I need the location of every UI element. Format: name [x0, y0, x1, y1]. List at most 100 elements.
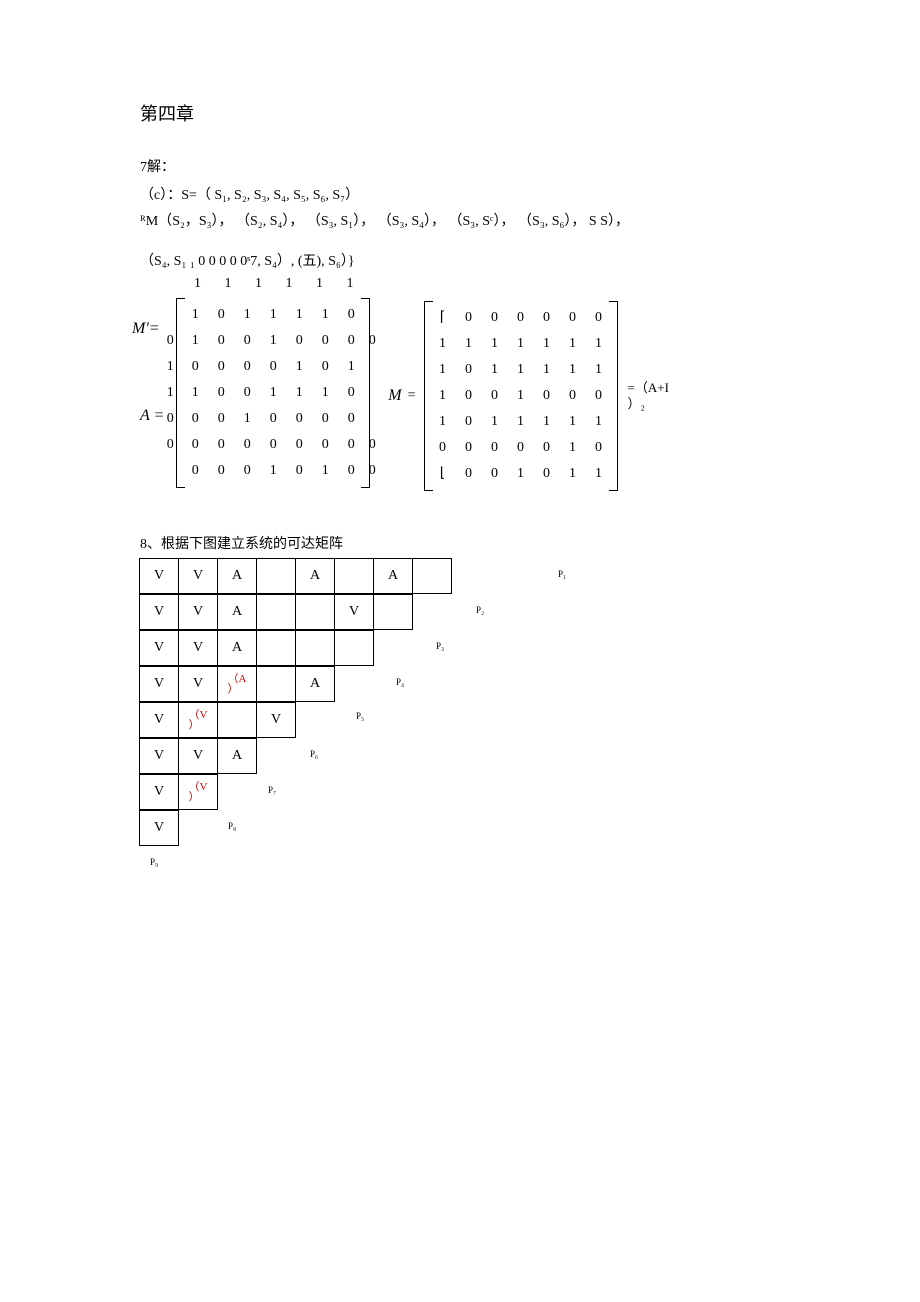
triangle-cell [256, 630, 296, 666]
matrix-cell: 0 [208, 406, 234, 432]
matrix-cell: 1 [260, 302, 286, 328]
matrix-cell: 0 [286, 432, 312, 458]
matrix-cell: 0 [456, 305, 482, 331]
a-right-overlay: 000 [364, 302, 380, 484]
matrix-cell: 0 [482, 383, 508, 409]
row-label: P₈ [228, 821, 236, 831]
matrix-cell: 0 [508, 435, 534, 461]
equals: = [408, 388, 416, 404]
matrix-cell: 0 [182, 458, 208, 484]
matrix-cell: 0 [182, 406, 208, 432]
row-label: P₆ [310, 749, 318, 759]
eq-text-1: =（A+I [628, 380, 669, 396]
overlay-cell [364, 302, 380, 328]
one: 1 [286, 276, 303, 291]
matrix-cell: 1 [182, 328, 208, 354]
triangle-cell: V [139, 738, 179, 774]
overlay-cell [364, 380, 380, 406]
matrix-cell: 0 [312, 328, 338, 354]
matrix-cell: 0 [534, 435, 560, 461]
matrix-cell: ⌈ [430, 305, 456, 331]
red-text: （V） [189, 782, 208, 802]
triangle-cell [217, 702, 257, 738]
triangle-cell: A [295, 666, 335, 702]
pairs-1: S₂，S₃）， （S₂, S₄）， （S₃, S₁）， （S₃, S₄）， （S… [172, 214, 629, 229]
matrix-cell: 1 [560, 435, 586, 461]
eq-text: =（A+I ）₂ [628, 380, 669, 412]
row-label: P₂ [476, 605, 484, 615]
problem8-title: 8、根据下图建立系统的可达矩阵 [140, 533, 360, 553]
matrix-cell: 0 [338, 406, 364, 432]
matrix-cell: 0 [286, 458, 312, 484]
matrix-cell: 1 [234, 302, 260, 328]
triangle-cell: A [295, 558, 335, 594]
triangle-cell [373, 594, 413, 630]
matrix-cell: 1 [260, 380, 286, 406]
row-label: P₉ [150, 857, 158, 867]
matrix-cell: 0 [482, 435, 508, 461]
triangle-cell: V [139, 666, 179, 702]
triangle-cell: V [178, 594, 218, 630]
matrix-cell: 1 [430, 357, 456, 383]
matrix-cell: 1 [508, 409, 534, 435]
triangle-cell: V [178, 630, 218, 666]
red-text: （V） [189, 710, 208, 730]
matrix-cell: 1 [312, 380, 338, 406]
matrix-cell: 1 [534, 409, 560, 435]
one: 1 [194, 276, 211, 291]
triangle-cell: V [139, 630, 179, 666]
triangle-cell: A [217, 558, 257, 594]
matrix-cell: 1 [560, 357, 586, 383]
matrix-cell: 1 [534, 357, 560, 383]
matrix-cell: 1 [286, 354, 312, 380]
overlay-cell [364, 354, 380, 380]
triangle-cell: V [139, 594, 179, 630]
matrix-cell: 0 [338, 458, 364, 484]
matrix-cell: 1 [312, 302, 338, 328]
matrix-cell: 1 [456, 331, 482, 357]
matrix-cell: 0 [560, 383, 586, 409]
matrix-cell: 1 [508, 331, 534, 357]
triangle-cell [295, 594, 335, 630]
matrix-cell: 0 [260, 432, 286, 458]
triangle-cell: V [334, 594, 374, 630]
chapter-title: 第四章 [140, 100, 780, 126]
matrix-cell: 0 [312, 354, 338, 380]
matrix-cell: 1 [312, 458, 338, 484]
matrix-cell: 0 [456, 383, 482, 409]
matrix-cell: 1 [586, 409, 612, 435]
relation-line2: （S₄, S₁ ₁ 0 0 0 0 0ˢ7, S₄）, (五), S₆）} [140, 250, 780, 270]
matrix-cell: 0 [508, 305, 534, 331]
matrix-cell: 1 [560, 331, 586, 357]
matrix-cell: 1 [430, 331, 456, 357]
matrix-cell: 0 [182, 432, 208, 458]
m-label: M [388, 387, 401, 405]
matrix-cell: ⌊ [430, 461, 456, 487]
matrix-cell: 0 [338, 432, 364, 458]
triangle-cell: （A） [217, 666, 257, 702]
triangle-cell: V [256, 702, 296, 738]
matrix-cell: 0 [534, 305, 560, 331]
triangle-cell [256, 558, 296, 594]
triangle-cell: V [178, 558, 218, 594]
matrix-cell: 1 [534, 331, 560, 357]
triangle-cell: （V） [178, 774, 218, 810]
matrix-cell: 1 [260, 458, 286, 484]
triangle-cell: V [178, 666, 218, 702]
row-label: P₅ [356, 711, 364, 721]
matrix-cell: 1 [430, 383, 456, 409]
matrix-cell: 0 [456, 435, 482, 461]
matrix-cell: 0 [260, 406, 286, 432]
matrix-cell: 0 [208, 432, 234, 458]
overlay-cell: 0 [364, 432, 380, 458]
matrix-cell: 0 [338, 302, 364, 328]
matrix-cell: 0 [260, 354, 286, 380]
matrix-cell: 1 [508, 383, 534, 409]
triangle-cell: （V） [178, 702, 218, 738]
matrix-cell: 0 [182, 354, 208, 380]
matrix-cell: 0 [560, 305, 586, 331]
matrix-cell: 1 [508, 461, 534, 487]
matrix-cell: 1 [586, 461, 612, 487]
matrix-cell: 1 [586, 357, 612, 383]
matrix-cell: 1 [482, 357, 508, 383]
